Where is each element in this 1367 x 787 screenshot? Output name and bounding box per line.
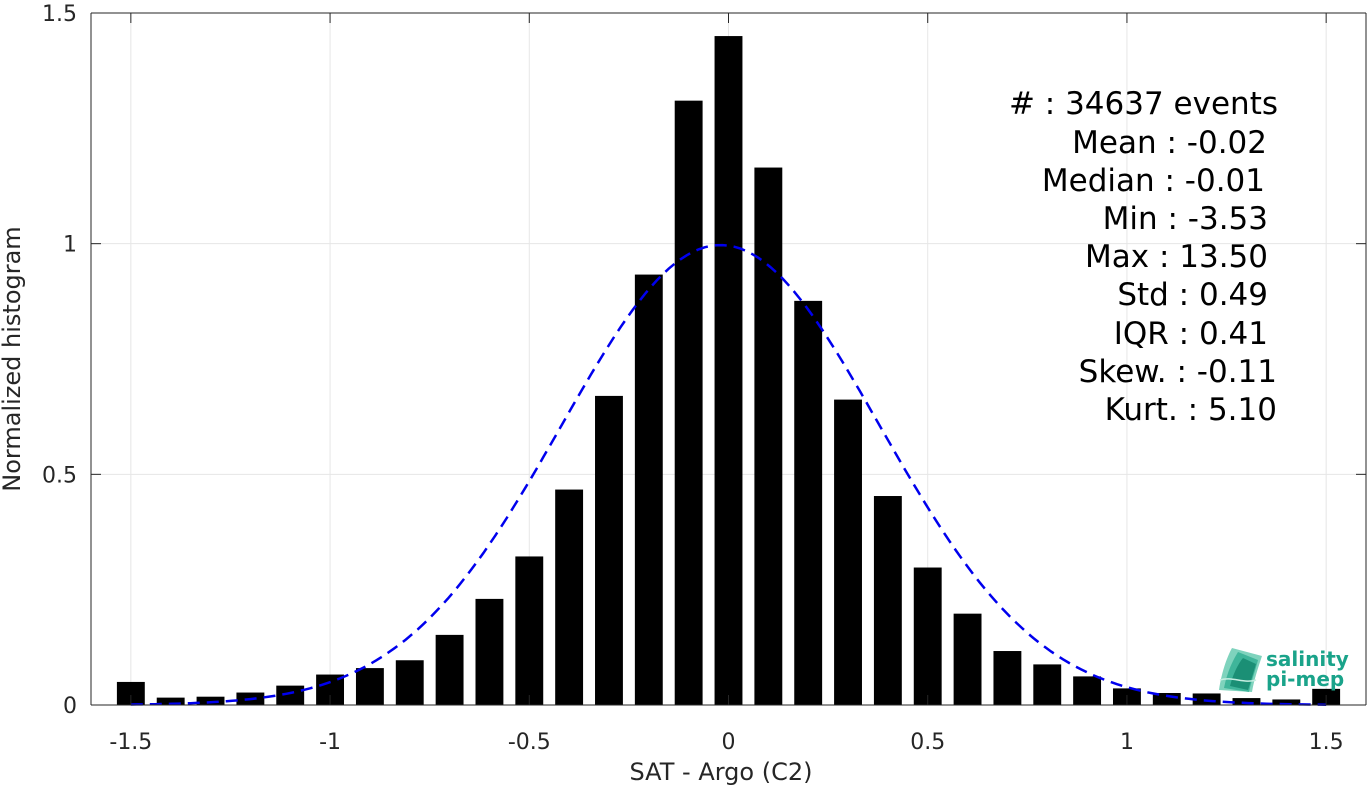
histogram-bar — [475, 598, 504, 705]
x-tick-label: 0.5 — [910, 730, 945, 755]
histogram-bar — [395, 660, 424, 705]
histogram-bar — [993, 651, 1022, 705]
histogram-bar — [873, 496, 902, 705]
stat-median: Median : -0.01 — [1042, 163, 1265, 199]
histogram-bar — [913, 567, 942, 705]
axis-layer — [90, 12, 1367, 706]
x-tick-label: -1 — [319, 730, 341, 755]
histogram-bar — [1033, 664, 1062, 705]
stats-annotation: # : 34637 events Mean : -0.02 Median : -… — [1009, 86, 1278, 428]
histogram-bar — [1192, 693, 1221, 705]
x-axis-label: SAT - Argo (C2) — [630, 758, 813, 786]
logo-text-pimep: pi-mep — [1266, 667, 1344, 691]
histogram-bar — [276, 685, 305, 705]
y-tick-label: 0 — [63, 694, 77, 719]
histogram-bar — [794, 300, 823, 705]
normal-fit-curve — [130, 243, 1327, 706]
stat-max: Max : 13.50 — [1085, 239, 1268, 275]
bars-layer — [116, 36, 1341, 706]
histogram-bar — [674, 100, 703, 706]
histogram-bar — [196, 696, 225, 705]
stat-events: # : 34637 events — [1009, 86, 1278, 122]
tick-labels: -1.5 -1 -0.5 0 0.5 1 1.5 0 0.5 1 1.5 — [42, 2, 1344, 755]
histogram-bar — [1272, 699, 1301, 705]
stat-std: Std : 0.49 — [1117, 277, 1268, 313]
histogram-bar — [1073, 676, 1102, 705]
histogram-bar — [834, 399, 862, 705]
stat-mean: Mean : -0.02 — [1072, 125, 1267, 161]
x-tick-label: 1 — [1120, 730, 1134, 755]
histogram-bar — [1152, 693, 1181, 705]
histogram-bar — [156, 697, 185, 705]
histogram-bar — [1232, 698, 1261, 705]
stat-kurt: Kurt. : 5.10 — [1105, 392, 1277, 428]
stat-iqr: IQR : 0.41 — [1114, 316, 1268, 352]
y-tick-label: 1.5 — [42, 2, 77, 27]
stat-min: Min : -3.53 — [1103, 201, 1268, 237]
histogram-bar — [634, 274, 663, 705]
x-tick-label: 1.5 — [1309, 730, 1344, 755]
stat-skew: Skew. : -0.11 — [1079, 354, 1277, 390]
salinity-pimep-logo: salinity pi-mep — [1219, 647, 1349, 692]
x-tick-label: 0 — [722, 730, 736, 755]
histogram-bar — [953, 613, 982, 705]
y-axis-label: Normalized histogram — [0, 226, 26, 491]
histogram-bar — [595, 395, 623, 705]
wave-logo-icon — [1219, 648, 1262, 692]
histogram-bar — [435, 634, 464, 705]
x-tick-label: -1.5 — [109, 730, 152, 755]
logo-text-salinity: salinity — [1266, 647, 1349, 671]
histogram-bar — [515, 556, 544, 705]
histogram-bar — [555, 489, 584, 705]
y-tick-label: 1 — [63, 233, 77, 258]
y-tick-label: 0.5 — [42, 463, 77, 488]
histogram-bar — [714, 36, 743, 706]
histogram-bar — [116, 681, 145, 705]
histogram-bar — [754, 167, 783, 706]
histogram-bar — [355, 668, 384, 705]
x-tick-label: -0.5 — [508, 730, 551, 755]
